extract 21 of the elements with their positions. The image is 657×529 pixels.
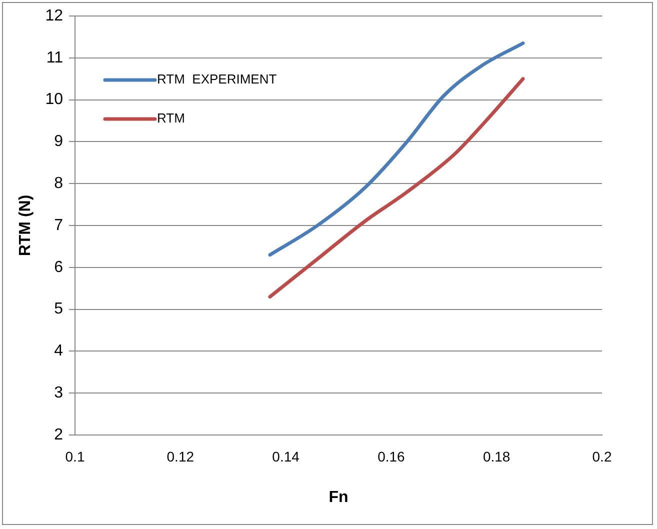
legend-label: RTM EXPERIMENT bbox=[156, 72, 277, 87]
y-tick-label: 2 bbox=[54, 426, 64, 444]
legend-label: RTM bbox=[156, 110, 185, 126]
y-tick-label: 6 bbox=[54, 258, 64, 276]
x-tick-label: 0.2 bbox=[592, 448, 612, 464]
x-tick-label: 0.14 bbox=[272, 448, 300, 464]
y-tick-label: 4 bbox=[54, 342, 64, 360]
y-tick-label: 8 bbox=[54, 175, 64, 192]
y-tick-label: 11 bbox=[46, 49, 64, 66]
y-axis-title: RTM (N) bbox=[17, 194, 34, 256]
y-tick-label: 12 bbox=[45, 7, 64, 24]
y-tick-label: 7 bbox=[54, 216, 64, 234]
x-tick-label: 0.18 bbox=[482, 448, 510, 464]
y-tick-label: 10 bbox=[45, 91, 64, 108]
y-tick-label: 3 bbox=[54, 384, 64, 402]
x-tick-label: 0.12 bbox=[166, 448, 194, 464]
y-tick-label: 9 bbox=[54, 133, 64, 150]
x-tick-label: 0.1 bbox=[65, 448, 85, 464]
x-axis-title: Fn bbox=[328, 488, 348, 506]
y-tick-label: 5 bbox=[54, 300, 64, 318]
x-tick-label: 0.16 bbox=[378, 448, 406, 464]
